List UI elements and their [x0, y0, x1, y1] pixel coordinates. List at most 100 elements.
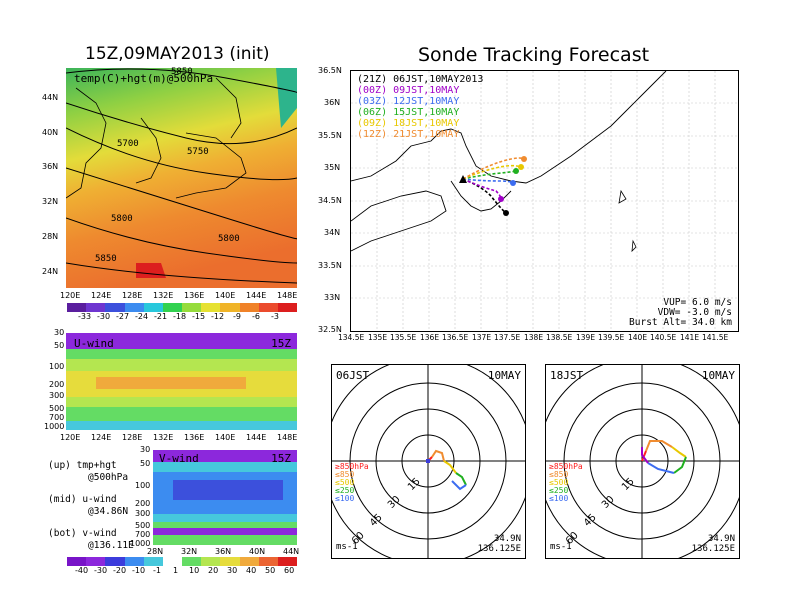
colorbar-tick: -1: [153, 566, 161, 575]
map-field-label: temp(C)+hgt(m)@500hPa: [74, 72, 214, 85]
launch-site-icon: [426, 459, 430, 463]
hodo-lat: 34.9N: [493, 534, 521, 544]
colorbar-cell: [277, 557, 298, 566]
p-tick: 700: [49, 413, 65, 422]
panel-notes: (up) tmp+hgt @500hPa (mid) u-wind @34.86…: [48, 460, 134, 552]
colorbar-cell: [105, 303, 125, 312]
colorbar-tick: -18: [173, 312, 187, 321]
lon-tick: 136.5E: [442, 333, 469, 342]
lat-tick: 34.5N: [318, 196, 342, 205]
lon-tick: 140E: [215, 291, 236, 300]
hodo-trace-100b: [647, 462, 675, 474]
p-tick: 300: [49, 391, 65, 400]
height-contour: [65, 68, 299, 94]
p-tick: 50: [140, 459, 151, 468]
colorbar-tick: 1: [173, 566, 179, 575]
hodo-trace-850: [645, 440, 673, 452]
p-tick: 30: [54, 328, 65, 337]
colorbar-tick: -30: [97, 312, 111, 321]
vwind-band: [153, 462, 297, 472]
colorbar-tick: 50: [265, 566, 276, 575]
level-entry: ≤500: [335, 478, 355, 487]
level-entry: ≤250: [335, 486, 355, 495]
uwind-label: U-wind: [74, 337, 114, 350]
legend-entry: (09Z) 18JST,10MAY: [357, 118, 460, 129]
p-tick: 500: [49, 404, 65, 413]
lat-tick: 24N: [42, 267, 59, 276]
warm-anomaly: [136, 263, 166, 278]
temp-colorbar: [67, 303, 298, 312]
height-contour: [65, 217, 298, 264]
lon-tick: 132E: [153, 291, 174, 300]
note-detail: @136.11E: [88, 540, 134, 551]
hodograph-18jst: 18JST 10MAY ≥850hPa ≤850 ≤500 ≤250 ≤100 …: [545, 364, 740, 559]
lat-tick: 36N: [215, 547, 232, 556]
lon-tick: 136E: [184, 291, 205, 300]
hodo-trace-100b: [451, 480, 467, 491]
p-tick: 100: [49, 362, 65, 371]
lon-tick: 140E: [628, 333, 648, 342]
trajectory-09z: [462, 164, 522, 180]
height-contour: [65, 167, 299, 240]
p-tick: 500: [135, 521, 151, 530]
lat-tick: 40N: [249, 547, 266, 556]
colorbar-tick: -10: [132, 566, 146, 575]
lat-tick: 35N: [324, 163, 341, 172]
trajectory-end: [510, 180, 516, 186]
lat-tick: 32N: [181, 547, 198, 556]
colorbar-tick: 20: [208, 566, 219, 575]
p-tick: 50: [54, 341, 65, 350]
uwind-band: [66, 333, 297, 349]
colorbar-tick: 10: [189, 566, 200, 575]
note: (bot) v-wind @136.11E: [48, 528, 134, 552]
lon-tick: 140E: [215, 433, 236, 442]
coastline: [135, 117, 162, 184]
p-tick: 100: [135, 481, 151, 490]
lon-tick: 144E: [246, 433, 267, 442]
shikoku-coastline: [351, 190, 447, 252]
hodo-trace-850: [431, 449, 445, 462]
colorbar-tick: -6: [252, 312, 260, 321]
lon-tick: 138.5E: [546, 333, 573, 342]
p-tick: 30: [140, 445, 151, 454]
colorbar-tick: -24: [135, 312, 149, 321]
contour-label: 5850: [171, 67, 193, 77]
level-entry: ≥850hPa: [549, 462, 583, 471]
vwind-band: [153, 514, 297, 522]
colorbar-tick: 40: [246, 566, 257, 575]
trajectory-end: [518, 164, 524, 170]
vwind-section: V-wind 15Z: [153, 450, 297, 545]
level-entry: ≤500: [549, 478, 569, 487]
lon-tick: 135.5E: [390, 333, 417, 342]
lon-tick: 128E: [122, 433, 143, 442]
colorbar-cell: [239, 557, 259, 566]
param-line: VUP= 6.0 m/s: [663, 297, 732, 308]
contour-label: 5750: [187, 147, 209, 157]
colorbar-cell: [124, 303, 144, 312]
hodo-lon: 136.125E: [691, 544, 735, 554]
param-line: VDW= -3.0 m/s: [657, 307, 732, 318]
colorbar-cell: [67, 557, 87, 566]
hodo-trace-500: [671, 446, 687, 458]
colorbar-cell: [143, 557, 163, 566]
hodo-levels: ≥850hPa ≤850 ≤500 ≤250 ≤100: [335, 463, 369, 503]
contour-label: 5700: [117, 139, 139, 149]
level-entry: ≤100: [549, 494, 569, 503]
temp-field: [66, 68, 297, 288]
colorbar-cell: [182, 557, 202, 566]
hodo-unit: ms-1: [550, 542, 572, 552]
lat-tick: 35.5N: [318, 131, 342, 140]
colorbar-tick: 60: [284, 566, 295, 575]
island: [618, 189, 627, 204]
colorbar-tick: -9: [233, 312, 241, 321]
colorbar-cell: [220, 303, 240, 312]
tracking-legend: (21Z) 06JST,10MAY2013 (00Z) 09JST,10MAY …: [357, 74, 483, 140]
contour-label: 5850: [95, 254, 117, 264]
uwind-time: 15Z: [271, 337, 291, 350]
colorbar-tick: 30: [227, 566, 238, 575]
lon-tick: 141.5E: [702, 333, 729, 342]
lon-tick: 120E: [60, 291, 81, 300]
note-title: (up) tmp+hgt: [48, 460, 117, 471]
lon-tick: 136E: [184, 433, 205, 442]
colorbar-tick: -3: [271, 312, 279, 321]
